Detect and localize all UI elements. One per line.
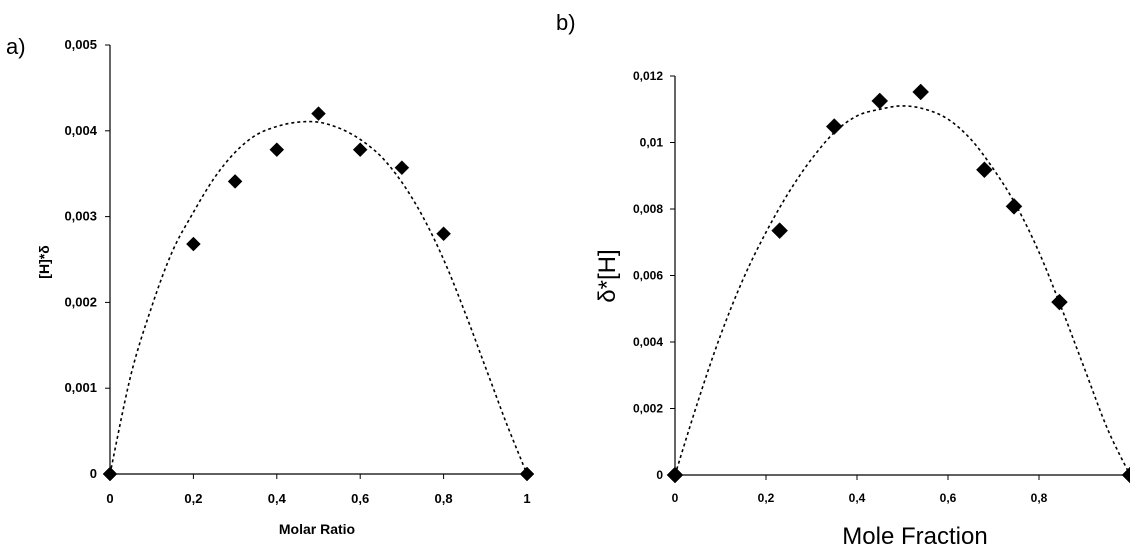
y-tick-label: 0,001 [64, 380, 97, 395]
y-tick-label: 0,008 [633, 202, 663, 216]
y-tick-label: 0,004 [633, 335, 663, 349]
y-tick-label: 0,003 [64, 209, 97, 224]
x-tick-label: 0,2 [758, 491, 775, 505]
chart-panel-a: a) [H]*δ Molar Ratio 0 0,001 0,002 0,003 0,0… [6, 34, 535, 537]
data-point [311, 106, 326, 121]
y-tick-label: 0,005 [64, 37, 97, 52]
x-axis-label-b: Mole Fraction [842, 523, 987, 550]
x-tick-label: 0,6 [940, 491, 957, 505]
x-tick-label: 0,8 [1031, 491, 1048, 505]
data-point [666, 466, 684, 484]
panel-label-a: a) [6, 34, 26, 59]
data-point [269, 142, 285, 158]
data-point [912, 83, 930, 101]
y-tick-label: 0,006 [633, 269, 663, 283]
data-point [227, 174, 243, 189]
trend-curve [674, 105, 1130, 476]
y-tick-label: 0,004 [64, 123, 97, 138]
x-tick-label: 0,8 [435, 491, 453, 506]
y-axis-label-a: [H]*δ [36, 245, 52, 278]
data-point [394, 160, 410, 176]
data-point [871, 92, 889, 110]
data-point [352, 142, 368, 158]
y-axis-label-b: δ*[H] [594, 249, 621, 302]
x-tick-label: 0,4 [849, 491, 866, 505]
trend-line-a [109, 120, 528, 475]
x-tick-label: 0,4 [268, 491, 287, 506]
x-tick-label: 0,6 [351, 491, 369, 506]
data-points-a [102, 106, 535, 482]
y-tick-label: 0,002 [633, 402, 663, 416]
data-point [519, 466, 535, 482]
y-tick-label: 0 [90, 466, 97, 481]
y-tick-label: 0,012 [633, 69, 663, 83]
trend-curve [109, 120, 528, 475]
data-point [976, 161, 993, 179]
data-point [1051, 293, 1068, 311]
x-tick-label: 1 [523, 491, 530, 506]
axes-b: 0 0,002 0,004 0,006 0,008 0,01 0,012 0 0,2 0,4 0,6… [633, 69, 1130, 505]
data-point [1005, 197, 1023, 215]
panel-label-b: b) [556, 10, 576, 35]
data-point [102, 466, 118, 482]
x-tick-label: 0,2 [184, 491, 202, 506]
data-point [825, 118, 843, 135]
trend-line-b [674, 105, 1130, 476]
chart-panel-b: b) δ*[H] Mole Fraction 00,0020,0040,0060… [556, 10, 1130, 550]
data-point [186, 236, 201, 252]
axes-a: 0 0,001 0,002 0,003 0,004 0,005 0 0,2 0,4 0,6 0,8 1 [64, 37, 530, 506]
y-tick-label: 0,002 [64, 294, 97, 309]
y-axis-label-b-text: δ*[H] [594, 249, 621, 302]
data-point [771, 222, 789, 239]
x-tick-label: 0 [106, 491, 113, 506]
data-point [436, 226, 451, 242]
data-point [1121, 466, 1130, 484]
y-tick-label: 0,01 [640, 136, 664, 150]
x-axis-label-a: Molar Ratio [279, 521, 355, 537]
y-tick-label: 0 [656, 468, 663, 482]
data-points-b [666, 83, 1130, 484]
x-tick-label: 0 [672, 491, 679, 505]
